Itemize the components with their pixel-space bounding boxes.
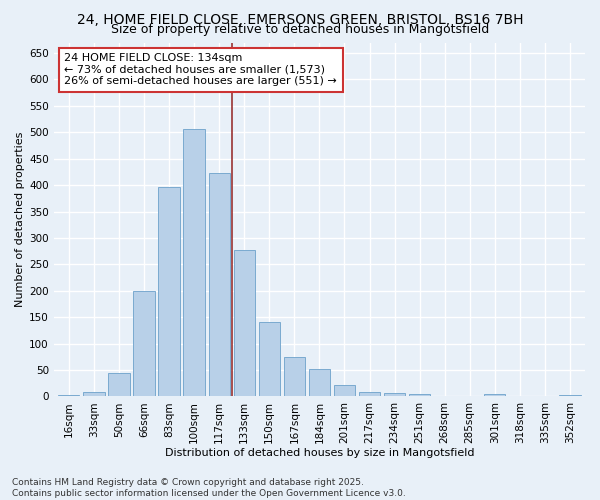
- Bar: [83, 392, 104, 396]
- Bar: [133, 290, 155, 397]
- Bar: [359, 392, 380, 396]
- Bar: [309, 369, 330, 396]
- Bar: [184, 128, 205, 396]
- Bar: [108, 372, 130, 396]
- Bar: [158, 186, 179, 396]
- Text: Size of property relative to detached houses in Mangotsfield: Size of property relative to detached ho…: [111, 22, 489, 36]
- Bar: [384, 392, 405, 396]
- Text: 24, HOME FIELD CLOSE, EMERSONS GREEN, BRISTOL, BS16 7BH: 24, HOME FIELD CLOSE, EMERSONS GREEN, BR…: [77, 12, 523, 26]
- Bar: [409, 394, 430, 396]
- Bar: [259, 322, 280, 396]
- Bar: [233, 250, 255, 396]
- X-axis label: Distribution of detached houses by size in Mangotsfield: Distribution of detached houses by size …: [164, 448, 474, 458]
- Bar: [334, 384, 355, 396]
- Bar: [58, 395, 79, 396]
- Text: 24 HOME FIELD CLOSE: 134sqm
← 73% of detached houses are smaller (1,573)
26% of : 24 HOME FIELD CLOSE: 134sqm ← 73% of det…: [64, 53, 337, 86]
- Bar: [209, 174, 230, 396]
- Bar: [484, 394, 505, 396]
- Bar: [284, 356, 305, 397]
- Text: Contains HM Land Registry data © Crown copyright and database right 2025.
Contai: Contains HM Land Registry data © Crown c…: [12, 478, 406, 498]
- Y-axis label: Number of detached properties: Number of detached properties: [15, 132, 25, 307]
